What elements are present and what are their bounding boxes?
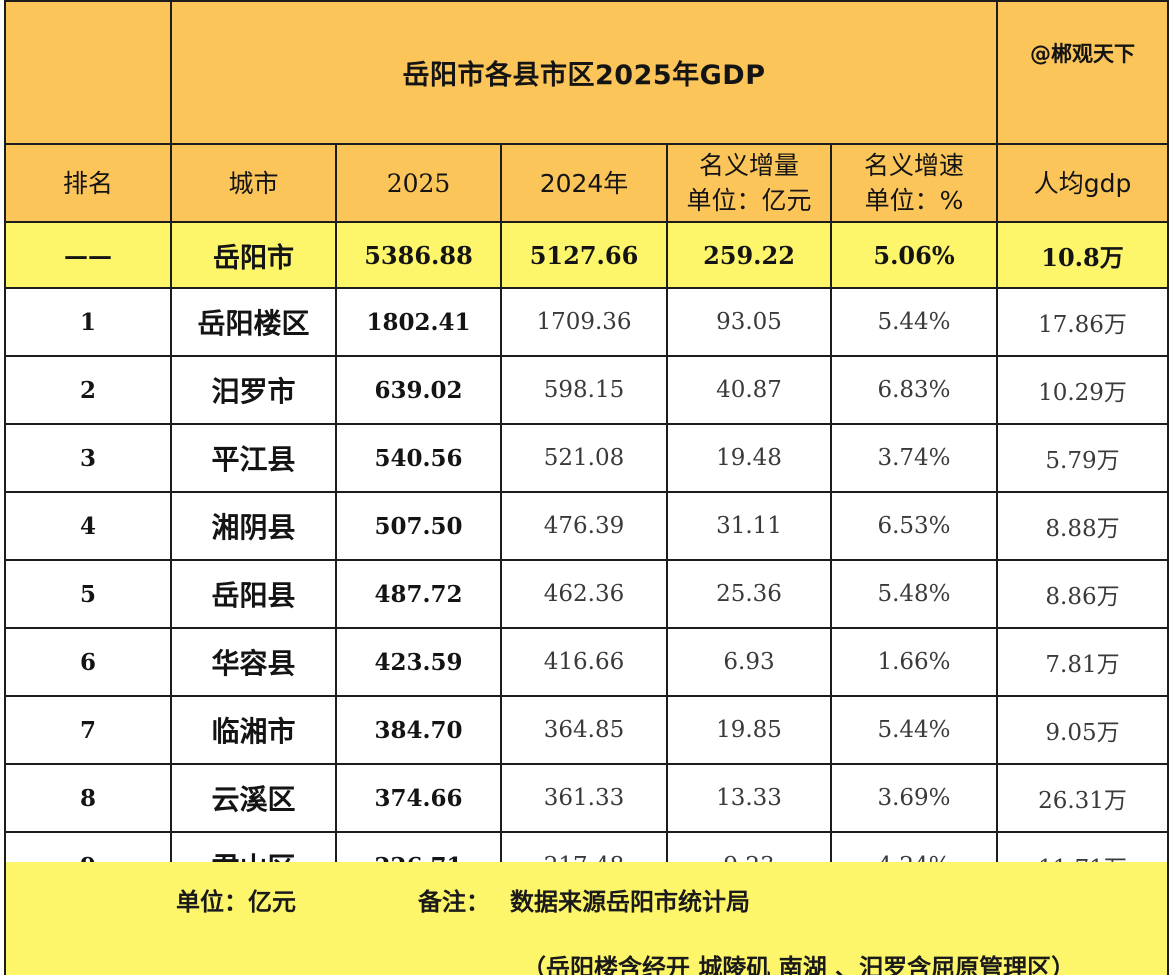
total-per-capita: 10.8万 <box>996 221 1170 289</box>
brand-watermark: @郴观天下 <box>996 0 1170 145</box>
rank-cell: 4 <box>4 491 172 561</box>
gdp-2025-cell: 374.66 <box>335 763 502 833</box>
city-cell: 平江县 <box>170 423 337 493</box>
gdp-2025-cell: 540.56 <box>335 423 502 493</box>
footer-note-text: 数据来源岳阳市统计局 <box>510 888 750 916</box>
increment-cell: 40.87 <box>666 355 832 425</box>
city-cell: 华容县 <box>170 627 337 697</box>
increment-cell: 6.93 <box>666 627 832 697</box>
city-cell: 汨罗市 <box>170 355 337 425</box>
gdp-2024-cell: 476.39 <box>500 491 668 561</box>
gdp-2025-cell: 423.59 <box>335 627 502 697</box>
per-capita-cell: 5.79万 <box>996 423 1170 493</box>
title-row: 岳阳市各县市区2025年GDP @郴观天下 <box>4 0 1170 145</box>
footer-unit: 单位：亿元 <box>176 888 296 916</box>
gdp-2024-cell: 1709.36 <box>500 287 668 357</box>
header-row: 排名 城市 2025 2024年 名义增量 单位：亿元 名义增速 单位：% 人均… <box>4 143 1170 223</box>
rank-cell: 8 <box>4 763 172 833</box>
growth-cell: 5.44% <box>829 695 999 765</box>
header-2025: 2025 <box>335 143 502 223</box>
per-capita-cell: 17.86万 <box>996 287 1170 357</box>
footer-note-label: 备注： <box>418 888 490 916</box>
gdp-2025-cell: 487.72 <box>335 559 502 629</box>
footer-remark: （岳阳楼含经开 城陵矶 南湖 、汨罗含屈原管理区） <box>522 954 1076 975</box>
header-rank: 排名 <box>4 143 172 223</box>
table-row: 6 华容县 423.59 416.66 6.93 1.66% 7.81万 <box>4 627 1170 697</box>
gdp-2025-cell: 384.70 <box>335 695 502 765</box>
table-row: 2 汨罗市 639.02 598.15 40.87 6.83% 10.29万 <box>4 355 1170 425</box>
table-row: 4 湘阴县 507.50 476.39 31.11 6.53% 8.88万 <box>4 491 1170 561</box>
increment-cell: 19.85 <box>666 695 832 765</box>
per-capita-cell: 7.81万 <box>996 627 1170 697</box>
header-increment: 名义增量 单位：亿元 <box>666 143 832 223</box>
total-city: 岳阳市 <box>170 221 337 289</box>
rank-cell: 2 <box>4 355 172 425</box>
growth-cell: 5.48% <box>829 559 999 629</box>
header-2024: 2024年 <box>500 143 668 223</box>
rank-cell: 6 <box>4 627 172 697</box>
gdp-2024-cell: 361.33 <box>500 763 668 833</box>
total-row: —— 岳阳市 5386.88 5127.66 259.22 5.06% 10.8… <box>4 221 1170 289</box>
rank-cell: 5 <box>4 559 172 629</box>
gdp-2025-cell: 1802.41 <box>335 287 502 357</box>
growth-cell: 3.74% <box>829 423 999 493</box>
city-cell: 岳阳楼区 <box>170 287 337 357</box>
table-row: 8 云溪区 374.66 361.33 13.33 3.69% 26.31万 <box>4 763 1170 833</box>
increment-cell: 93.05 <box>666 287 832 357</box>
increment-cell: 19.48 <box>666 423 832 493</box>
header-growth: 名义增速 单位：% <box>829 143 999 223</box>
per-capita-cell: 26.31万 <box>996 763 1170 833</box>
header-growth-unit: 单位：% <box>864 186 964 215</box>
gdp-2025-cell: 507.50 <box>335 491 502 561</box>
total-2024: 5127.66 <box>500 221 668 289</box>
header-increment-unit: 单位：亿元 <box>686 186 812 215</box>
table-row: 1 岳阳楼区 1802.41 1709.36 93.05 5.44% 17.86万 <box>4 287 1170 357</box>
growth-cell: 3.69% <box>829 763 999 833</box>
total-2025: 5386.88 <box>335 221 502 289</box>
table-row: 3 平江县 540.56 521.08 19.48 3.74% 5.79万 <box>4 423 1170 493</box>
increment-cell: 31.11 <box>666 491 832 561</box>
per-capita-cell: 8.86万 <box>996 559 1170 629</box>
header-increment-label: 名义增量 <box>698 151 799 180</box>
growth-cell: 6.53% <box>829 491 999 561</box>
gdp-2024-cell: 364.85 <box>500 695 668 765</box>
rank-cell: 3 <box>4 423 172 493</box>
per-capita-cell: 9.05万 <box>996 695 1170 765</box>
rank-cell: 1 <box>4 287 172 357</box>
table-row: 5 岳阳县 487.72 462.36 25.36 5.48% 8.86万 <box>4 559 1170 629</box>
gdp-2024-cell: 416.66 <box>500 627 668 697</box>
gdp-2024-cell: 462.36 <box>500 559 668 629</box>
total-growth: 5.06% <box>829 221 999 289</box>
city-cell: 临湘市 <box>170 695 337 765</box>
per-capita-cell: 10.29万 <box>996 355 1170 425</box>
city-cell: 岳阳县 <box>170 559 337 629</box>
header-growth-label: 名义增速 <box>864 151 965 180</box>
growth-cell: 5.44% <box>829 287 999 357</box>
total-rank: —— <box>4 221 172 289</box>
title-blank-cell <box>4 0 172 145</box>
table-row: 7 临湘市 384.70 364.85 19.85 5.44% 9.05万 <box>4 695 1170 765</box>
total-increment: 259.22 <box>666 221 832 289</box>
table-title: 岳阳市各县市区2025年GDP <box>169 0 999 145</box>
rank-cell: 7 <box>4 695 172 765</box>
growth-cell: 1.66% <box>829 627 999 697</box>
growth-cell: 6.83% <box>829 355 999 425</box>
gdp-2025-cell: 639.02 <box>335 355 502 425</box>
gdp-table: 岳阳市各县市区2025年GDP @郴观天下 排名 城市 2025 2024年 名… <box>4 0 1170 901</box>
header-2025-label: 2025 <box>386 168 451 198</box>
city-cell: 云溪区 <box>170 763 337 833</box>
gdp-2024-cell: 521.08 <box>500 423 668 493</box>
header-per-capita: 人均gdp <box>996 143 1170 223</box>
increment-cell: 25.36 <box>666 559 832 629</box>
increment-cell: 13.33 <box>666 763 832 833</box>
table-footer: 单位：亿元 备注： 数据来源岳阳市统计局 （岳阳楼含经开 城陵矶 南湖 、汨罗含… <box>4 862 1169 975</box>
city-cell: 湘阴县 <box>170 491 337 561</box>
header-city: 城市 <box>170 143 337 223</box>
per-capita-cell: 8.88万 <box>996 491 1170 561</box>
gdp-2024-cell: 598.15 <box>500 355 668 425</box>
